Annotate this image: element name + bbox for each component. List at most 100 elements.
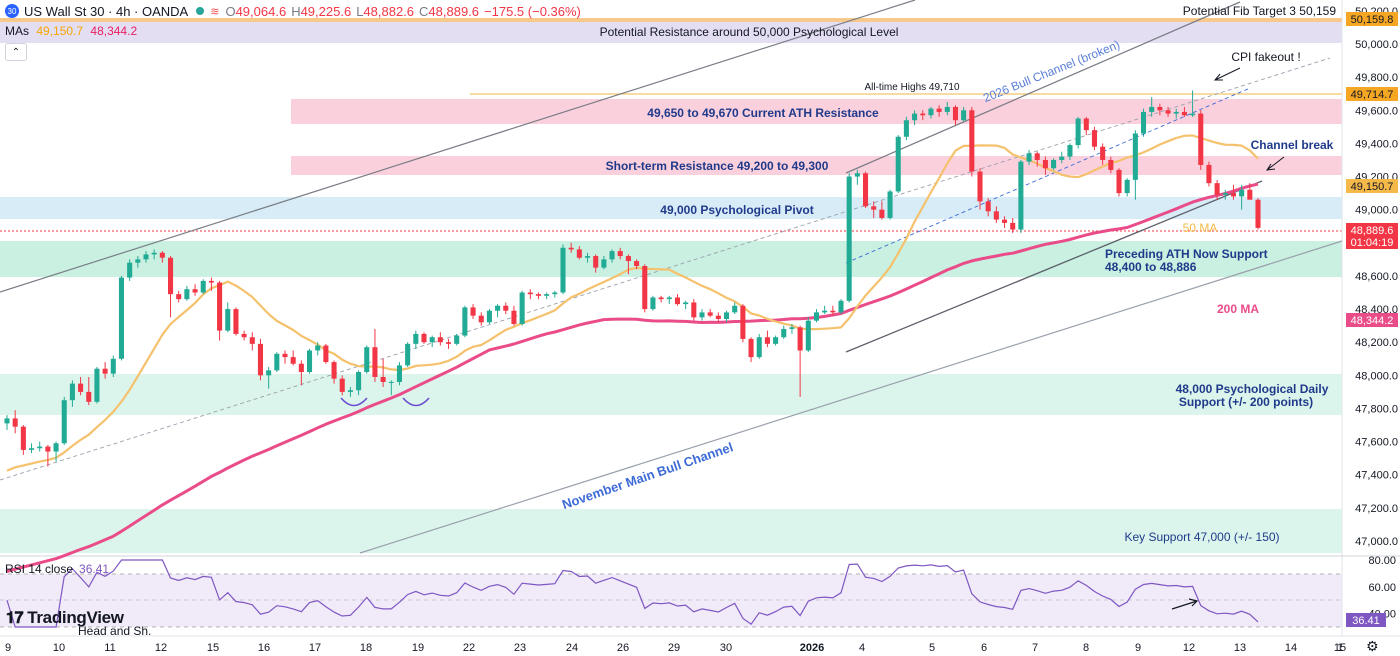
candle-body [388,381,394,383]
close-label: C [419,3,429,19]
open-label: O [225,3,236,19]
resistance-50k-zone [0,22,1342,43]
ma50-value: 49,150.7 [36,24,84,38]
tradingview-mark-icon: 𝟏𝟕 [6,610,24,627]
candle-body [364,347,370,373]
candle-body [413,333,419,344]
tradingview-name: TradingView [27,608,124,627]
x-tick-label: 24 [566,642,578,654]
candle-body [266,370,272,376]
candle-body [429,337,435,343]
candle-body [1198,113,1204,165]
candle-body [895,136,901,192]
candle-body [666,297,672,300]
candle-body [764,337,770,344]
rsi-legend[interactable]: RSI 14 close 36.41 [5,562,109,576]
fib-price-tag-text: 50,159.8 [1351,14,1394,26]
candle-body [486,310,492,323]
key-support-label: Key Support 47,000 (+/- 150) [1124,530,1279,544]
candle-body [773,337,779,344]
candle-body [274,353,280,371]
candle-body [617,251,623,257]
candle-body [601,259,607,268]
candle-body [748,338,754,358]
shoulder-arc-right-icon [402,397,430,407]
key-support-zone [0,509,1342,553]
candle-body [1173,111,1179,114]
candle-body [952,106,959,121]
candle-body [1190,113,1196,116]
candle-body [1059,156,1065,160]
time-axis[interactable]: 9 10 11 12 15 16 17 18 19 22 23 24 26 29 30 2026 4 5 6 7 8 9 1… [5,642,1346,654]
candle-body [323,345,329,363]
candle-body [658,297,664,300]
candle-body [928,108,934,116]
ma200-value: 48,344.2 [90,24,138,38]
candle-body [1108,159,1114,170]
candle-body [699,312,705,318]
x-tick-label: 29 [668,642,680,654]
moving-averages [6,134,1259,573]
candle-body [1230,193,1237,197]
collapse-legend-button[interactable]: ⌃ [5,43,27,61]
gear-icon[interactable]: ⚙ [1366,638,1379,654]
candle-body [879,209,885,218]
candle-body [135,259,141,263]
candle-body [495,305,501,311]
candle-body [20,426,26,450]
y-tick-label: 48,200.0 [1355,337,1398,349]
candle-body [1067,145,1073,157]
candle-body [1100,146,1106,160]
candle-body [969,110,975,172]
y-tick-label: 47,600.0 [1355,437,1398,449]
symbol-logo-icon: 30 [5,4,19,18]
x-tick-label: 9 [1135,642,1141,654]
candle-body [1075,118,1081,146]
x-tick-label: 12 [155,642,167,654]
x-tick-label: 4 [859,642,865,654]
candle-body [1026,153,1032,162]
candle-body [1222,193,1228,195]
candle-body [445,342,452,344]
short-term-resistance-zone [291,156,1342,175]
y-tick-label: 49,000.0 [1355,205,1398,217]
x-tick-label: 9 [5,642,11,654]
candle-body [1083,118,1089,131]
bull-channel-2026-upper [845,1,1241,174]
x-tick-label: 15 [207,642,219,654]
market-status-icon [196,7,205,15]
x-tick-label: 12 [1183,642,1195,654]
candle-body [854,173,860,177]
candle-body [1140,111,1147,134]
prev-ath-label-2: 48,400 to 48,886 [1105,260,1197,274]
x-tick-label: 11 [104,642,115,654]
candle-body [805,320,811,351]
candle-body [151,252,157,255]
candle-body [715,315,721,320]
tradingview-logo[interactable]: 𝟏𝟕 TradingView [6,608,124,628]
price-labels-layer: 50,159.8 49,714.7 49,150.7 48,889.6 01:0… [1346,12,1398,627]
candle-body [225,309,231,331]
symbol-title[interactable]: US Wall St 30 · 4h · OANDA [24,3,189,19]
x-tick-label: 18 [360,642,372,654]
bull-channel-2026-lower [845,180,1263,353]
november-channel-lower [359,240,1343,554]
candle-body [102,368,108,374]
candle-body [45,446,51,452]
candle-body [470,307,476,316]
candle-body [1034,153,1040,160]
x-tick-label: 30 [720,642,732,654]
rsi-label: RSI 14 close [5,562,74,576]
candle-body [871,206,877,210]
candle-body [86,391,92,402]
candle-body [241,333,247,338]
high-value: 49,225.6 [300,3,352,19]
mas-legend[interactable]: MAs 49,150.7 48,344.2 [5,24,137,38]
candle-body [1091,130,1098,147]
ma50-line [6,134,1259,472]
candle-body [1247,189,1253,200]
candle-body [535,294,542,296]
ma200-price-tag [1346,313,1398,327]
candle-body [674,297,681,305]
